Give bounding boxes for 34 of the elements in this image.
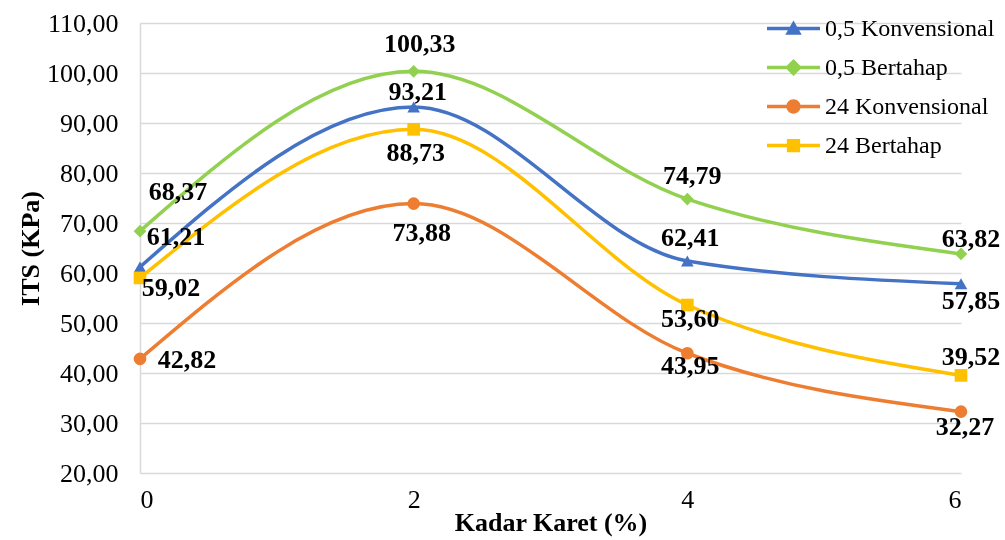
- data-label: 42,82: [157, 344, 217, 374]
- y-axis-title: ITS (KPa): [16, 191, 45, 306]
- x-axis-title: Kadar Karet (%): [454, 507, 648, 537]
- y-tick-label: 20,00: [60, 458, 119, 488]
- data-label: 57,85: [941, 285, 1001, 315]
- x-tick-label: 2: [407, 484, 421, 514]
- data-label: 53,60: [661, 304, 720, 333]
- data-label: 63,82: [941, 223, 1001, 253]
- data-label: 62,41: [661, 222, 720, 252]
- y-tick-label: 100,00: [47, 58, 119, 88]
- y-tick-label: 70,00: [60, 208, 119, 238]
- y-tick-label: 80,00: [60, 158, 119, 188]
- y-tick-label: 110,00: [47, 8, 119, 38]
- x-tick-label: 0: [140, 484, 154, 514]
- y-tick-label: 60,00: [60, 258, 119, 288]
- y-tick-label: 50,00: [60, 308, 119, 338]
- y-tick-label: 30,00: [60, 408, 119, 438]
- data-label: 100,33: [383, 29, 456, 59]
- data-label: 73,88: [392, 217, 451, 247]
- data-label: 93,21: [388, 76, 447, 106]
- y-tick-label: 90,00: [60, 108, 119, 138]
- data-label: 32,27: [935, 411, 995, 441]
- data-label: 74,79: [663, 161, 722, 191]
- x-tick-label: 4: [681, 484, 695, 514]
- legend-label: 24 Bertahap: [825, 131, 942, 158]
- data-label: 88,73: [386, 138, 445, 168]
- legend-label: 0,5 Bertahap: [825, 53, 948, 80]
- data-label: 39,52: [941, 342, 1001, 372]
- data-label: 59,02: [141, 272, 201, 302]
- x-tick-label: 6: [948, 484, 962, 514]
- data-label: 43,95: [661, 351, 720, 381]
- y-tick-label: 40,00: [60, 358, 119, 388]
- legend-label: 0,5 Konvensional: [825, 14, 995, 41]
- legend-label: 24 Konvensional: [825, 92, 989, 119]
